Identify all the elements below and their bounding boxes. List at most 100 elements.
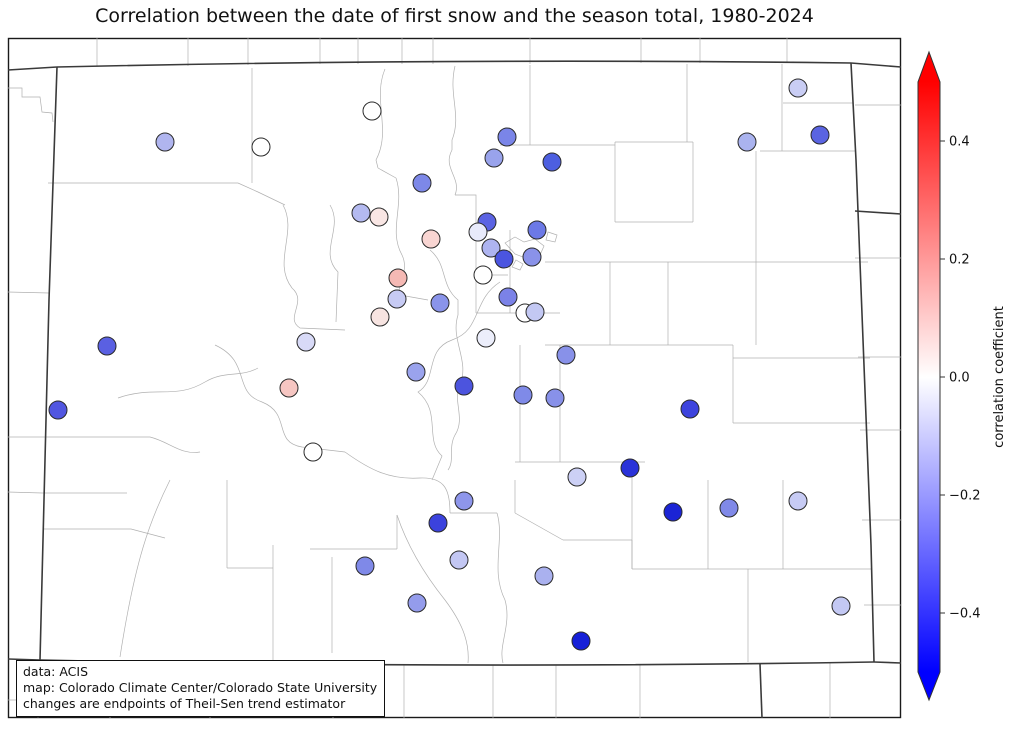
station-dot <box>481 238 501 258</box>
colorbar-axis-label: correlation coefficient <box>992 306 1007 448</box>
map-path <box>48 436 201 453</box>
station-dot <box>303 442 323 462</box>
station-dot <box>527 220 547 240</box>
caption-line-data: data: ACIS <box>23 664 89 679</box>
colorbar-tick-label: −0.4 <box>949 607 981 622</box>
map-path <box>511 259 524 271</box>
map-path <box>854 210 902 215</box>
station-dot <box>556 345 576 365</box>
map-path <box>56 60 852 68</box>
map-path <box>39 66 58 661</box>
station-dot <box>788 78 808 98</box>
map-path <box>282 204 346 331</box>
map-path <box>117 367 259 399</box>
station-dot <box>355 556 375 576</box>
map-path <box>344 451 451 514</box>
station-dot <box>719 498 739 518</box>
map-path <box>429 249 459 315</box>
colorbar-ticks: 0.4 0.2 0.0 −0.2 −0.4 <box>940 135 981 622</box>
map-path <box>329 204 339 323</box>
map-path <box>7 291 50 294</box>
station-dot <box>525 302 545 322</box>
station-dot <box>567 467 587 487</box>
station-dots <box>48 78 851 651</box>
map-path <box>375 68 386 169</box>
map-path <box>119 479 171 658</box>
station-dot <box>370 307 390 327</box>
station-dot <box>484 148 504 168</box>
colorbar-gradient <box>917 50 941 702</box>
map-frame <box>7 37 902 719</box>
station-dot <box>454 491 474 511</box>
map-path <box>496 512 508 664</box>
caption-line-method: changes are endpoints of Theil-Sen trend… <box>23 695 346 711</box>
station-dot <box>473 265 493 285</box>
map-path <box>504 236 545 260</box>
map-path <box>451 65 457 150</box>
state-borders <box>7 60 902 719</box>
map-path <box>850 62 875 663</box>
map-path <box>447 314 464 471</box>
map-path <box>7 66 58 71</box>
station-dot <box>279 378 299 398</box>
station-dot <box>545 388 565 408</box>
station-dot <box>680 399 700 419</box>
station-dot <box>788 491 808 511</box>
map-path <box>43 528 166 539</box>
station-dot <box>369 207 389 227</box>
station-dot <box>388 268 408 288</box>
map-path <box>448 149 457 196</box>
map-path <box>417 281 501 481</box>
colorbar-tick-label: 0.4 <box>949 135 970 150</box>
station-dot <box>296 332 316 352</box>
colorbar-tick-label: 0.0 <box>949 371 970 386</box>
station-dot <box>737 132 757 152</box>
station-dot <box>351 203 371 223</box>
station-dot <box>97 336 117 356</box>
map-path <box>214 344 346 453</box>
county-boundaries <box>7 38 901 718</box>
colorbar-tick-label: −0.2 <box>949 489 981 504</box>
map-path <box>7 658 41 661</box>
station-dot <box>810 125 830 145</box>
station-dot <box>406 362 426 382</box>
colorbar: 0.4 0.2 0.0 −0.2 −0.4 correlation coefficien… <box>917 50 1007 702</box>
station-dot <box>155 132 175 152</box>
station-dot <box>663 502 683 522</box>
station-dot <box>831 596 851 616</box>
station-dot <box>387 289 407 309</box>
station-dot <box>494 249 514 269</box>
station-dot <box>542 152 562 172</box>
map-path <box>873 661 902 664</box>
station-dot <box>498 287 518 307</box>
station-dot <box>362 101 382 121</box>
station-dot <box>48 400 68 420</box>
station-dot <box>251 137 271 157</box>
map-path <box>850 62 902 68</box>
station-dot <box>407 593 427 613</box>
station-dot <box>513 385 533 405</box>
station-dot <box>454 376 474 396</box>
map-path <box>396 514 469 664</box>
map-path <box>514 512 564 541</box>
station-dot <box>522 247 542 267</box>
map-path <box>7 491 43 494</box>
caption-box: data: ACIS map: Colorado Climate Center/… <box>16 660 386 717</box>
map-path <box>759 663 763 719</box>
station-dot <box>534 566 554 586</box>
station-dot <box>430 293 450 313</box>
caption-line-map: map: Colorado Climate Center/Colorado St… <box>23 679 378 695</box>
map-path <box>455 194 477 232</box>
colorbar-tick-label: 0.2 <box>949 253 970 268</box>
map-path <box>48 182 286 206</box>
figure-title: Correlation between the date of first sn… <box>95 5 814 27</box>
map-path <box>545 231 558 243</box>
station-dot <box>412 173 432 193</box>
station-dot <box>571 631 591 651</box>
station-dot <box>620 458 640 478</box>
station-dot <box>497 127 517 147</box>
map-path <box>8 87 54 123</box>
station-dot <box>476 328 496 348</box>
